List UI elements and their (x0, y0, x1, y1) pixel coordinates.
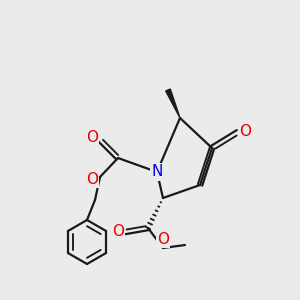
Polygon shape (166, 89, 180, 118)
Text: O: O (239, 124, 251, 140)
Text: O: O (86, 130, 98, 146)
Text: N: N (151, 164, 163, 179)
Text: O: O (112, 224, 124, 239)
Text: O: O (157, 232, 169, 247)
Text: O: O (86, 172, 98, 187)
